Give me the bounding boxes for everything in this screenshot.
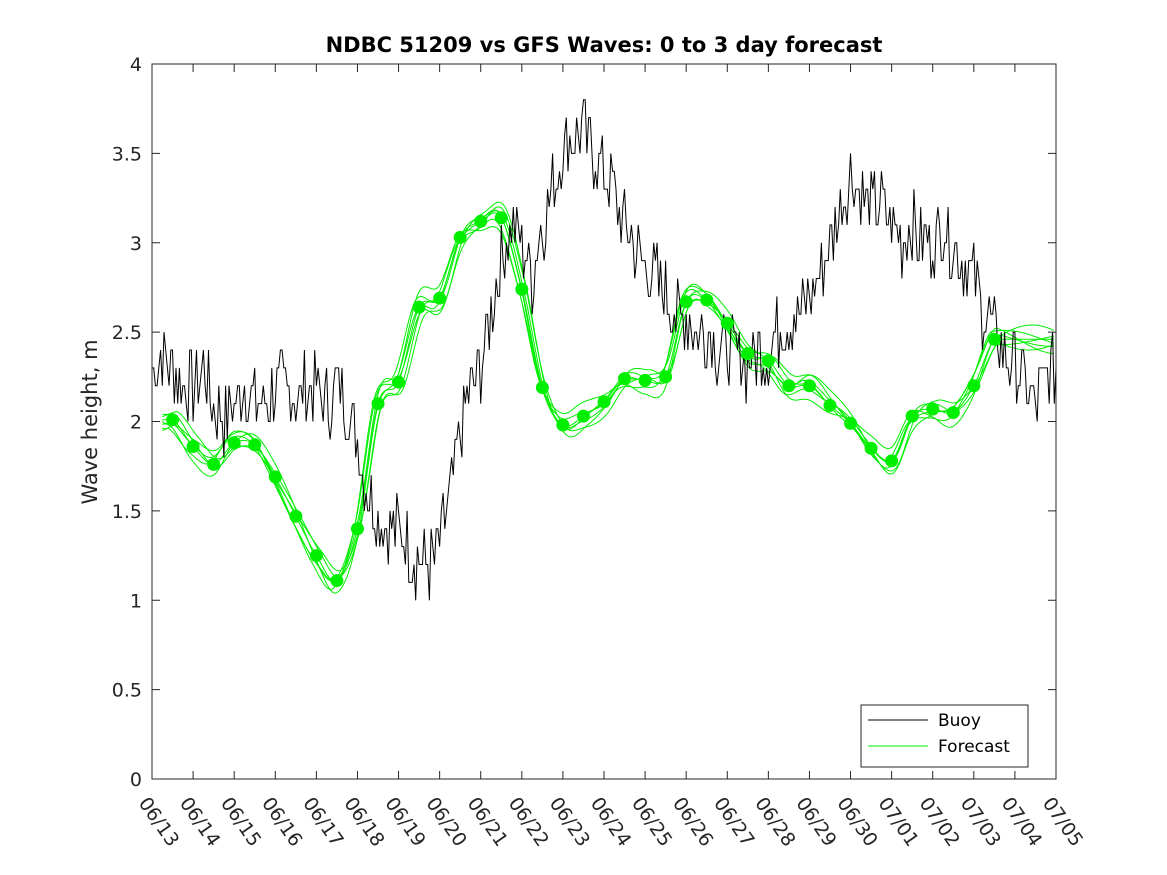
forecast-point — [515, 282, 529, 296]
y-axis-label: Wave height, m — [78, 339, 102, 504]
forecast-point — [926, 402, 940, 416]
forecast-point — [330, 574, 344, 588]
forecast-point — [412, 300, 426, 314]
x-tick-label: 06/30 — [832, 793, 881, 850]
forecast-point — [679, 295, 693, 309]
forecast-point — [289, 509, 303, 523]
forecast-point — [864, 441, 878, 455]
forecast-point — [350, 522, 364, 536]
y-tick-label: 3.5 — [112, 143, 142, 165]
x-tick-label: 06/18 — [339, 793, 388, 850]
x-tick-label: 06/13 — [134, 793, 183, 850]
forecast-point — [946, 406, 960, 420]
x-tick-label: 06/21 — [463, 793, 512, 850]
forecast-point — [802, 379, 816, 393]
forecast-point — [618, 372, 632, 386]
forecast-point — [700, 293, 714, 307]
forecast-point — [638, 373, 652, 387]
y-tick-label: 2.5 — [112, 322, 142, 344]
y-tick-label: 2 — [130, 412, 142, 434]
y-tick-label: 0 — [130, 769, 142, 791]
y-tick-label: 3 — [130, 233, 142, 255]
forecast-line — [162, 206, 1054, 582]
x-tick-label: 06/25 — [627, 793, 676, 850]
forecast-point — [453, 230, 467, 244]
forecast-point — [987, 332, 1001, 346]
forecast-point — [248, 438, 262, 452]
legend-buoy-label: Buoy — [938, 711, 981, 731]
forecast-point — [186, 440, 200, 454]
x-tick-label: 06/28 — [750, 793, 799, 850]
forecast-point — [967, 379, 981, 393]
x-tick-label: 06/17 — [298, 793, 347, 850]
buoy-series — [152, 99, 1056, 601]
forecast-point — [433, 291, 447, 305]
x-tick-label: 07/02 — [915, 793, 964, 850]
x-tick-label: 06/14 — [175, 793, 224, 850]
chart-title: NDBC 51209 vs GFS Waves: 0 to 3 day fore… — [326, 33, 883, 57]
x-tick-label: 06/26 — [668, 793, 717, 850]
forecast-point — [659, 370, 673, 384]
x-tick-label: 06/23 — [545, 793, 594, 850]
x-tick-label: 06/27 — [709, 793, 758, 850]
forecast-point — [268, 470, 282, 484]
legend-forecast-label: Forecast — [938, 737, 1010, 757]
x-tick-label: 06/24 — [586, 793, 635, 850]
forecast-point — [576, 409, 590, 423]
forecast-point — [720, 316, 734, 330]
y-tick-label: 1.5 — [112, 501, 142, 523]
legend: Buoy Forecast — [860, 704, 1029, 768]
y-tick-label: 4 — [130, 54, 142, 76]
forecast-line — [162, 226, 1055, 594]
x-tick-label: 06/16 — [257, 793, 306, 850]
x-tick-label: 07/03 — [956, 793, 1005, 850]
forecast-point — [227, 436, 241, 450]
x-tick-label: 07/05 — [1038, 793, 1087, 850]
x-tick-label: 06/20 — [422, 793, 471, 850]
buoy-line — [152, 99, 1056, 601]
y-tick-label: 0.5 — [112, 680, 142, 702]
forecast-point — [905, 409, 919, 423]
x-tick-label: 06/15 — [216, 793, 265, 850]
x-tick-label: 06/29 — [791, 793, 840, 850]
forecast-point — [597, 395, 611, 409]
x-tick-label: 07/01 — [874, 793, 923, 850]
x-tick-label: 07/04 — [997, 793, 1046, 850]
forecast-point — [535, 381, 549, 395]
forecast-point — [166, 413, 180, 427]
forecast-point — [474, 214, 488, 228]
forecast-point — [761, 354, 775, 368]
legend-box — [860, 704, 1029, 768]
x-tick-label: 06/19 — [380, 793, 429, 850]
forecast-point — [494, 211, 508, 225]
forecast-point — [885, 454, 899, 468]
forecast-point — [371, 397, 385, 411]
forecast-points — [166, 211, 1001, 588]
forecast-point — [823, 398, 837, 412]
forecast-point — [309, 549, 323, 563]
x-tick-label: 06/22 — [504, 793, 553, 850]
y-axis: 0 0.5 1 1.5 2 2.5 3 3.5 4 — [112, 54, 1056, 791]
forecast-point — [556, 418, 570, 432]
y-tick-label: 1 — [130, 590, 142, 612]
forecast-point — [741, 347, 755, 361]
forecast-point — [392, 375, 406, 389]
forecast-point — [844, 416, 858, 430]
forecast-point — [207, 457, 221, 471]
forecast-point — [782, 379, 796, 393]
